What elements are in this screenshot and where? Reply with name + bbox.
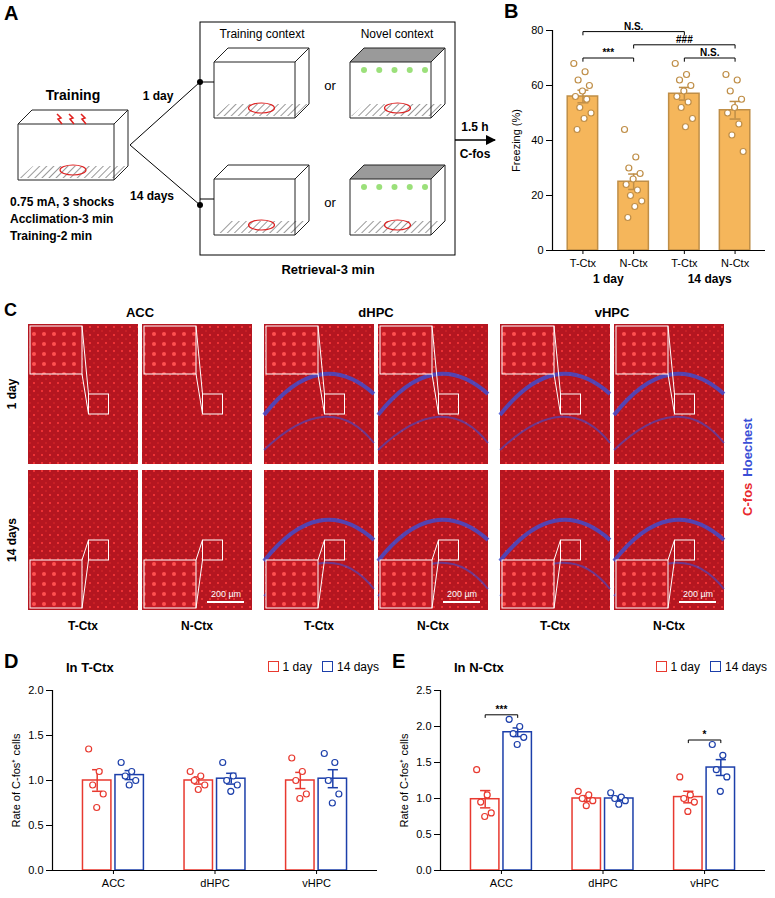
svg-text:T-Ctx: T-Ctx xyxy=(540,619,570,633)
svg-text:N.S.: N.S. xyxy=(700,47,720,58)
svg-text:N.S.: N.S. xyxy=(624,21,644,32)
svg-text:***: *** xyxy=(602,47,614,58)
svg-text:T-Ctx: T-Ctx xyxy=(570,257,597,269)
svg-text:60: 60 xyxy=(531,79,543,91)
svg-text:N-Ctx: N-Ctx xyxy=(620,257,649,269)
svg-text:dHPC: dHPC xyxy=(358,305,394,320)
svg-text:or: or xyxy=(324,78,336,93)
svg-text:2.0: 2.0 xyxy=(28,684,43,696)
svg-text:1 day: 1 day xyxy=(143,89,174,103)
svg-text:A: A xyxy=(4,2,18,24)
svg-text:14 days: 14 days xyxy=(130,189,174,203)
svg-text:1.5: 1.5 xyxy=(28,729,43,741)
svg-text:1 day: 1 day xyxy=(5,378,19,409)
svg-text:40: 40 xyxy=(531,134,543,146)
html-text:In T-Ctx: In T-Ctx xyxy=(66,660,114,675)
svg-text:C-fos: C-fos xyxy=(460,147,491,161)
svg-text:1.5: 1.5 xyxy=(416,756,431,768)
svg-text:2.5: 2.5 xyxy=(416,684,431,696)
svg-text:vHPC: vHPC xyxy=(302,877,331,889)
svg-text:Training: Training xyxy=(46,87,100,103)
svg-text:T-Ctx: T-Ctx xyxy=(68,619,98,633)
svg-text:1.0: 1.0 xyxy=(416,792,431,804)
svg-text:Rate of C-fos⁺ cells: Rate of C-fos⁺ cells xyxy=(10,733,22,827)
svg-text:N-Ctx: N-Ctx xyxy=(181,619,213,633)
svg-text:dHPC: dHPC xyxy=(588,877,617,889)
svg-text:T-Ctx: T-Ctx xyxy=(304,619,334,633)
svg-text:0: 0 xyxy=(537,244,543,256)
svg-text:vHPC: vHPC xyxy=(690,877,719,889)
html-text:B: B xyxy=(504,0,519,22)
html-text:In N-Ctx: In N-Ctx xyxy=(454,660,504,675)
svg-text:20: 20 xyxy=(531,189,543,201)
html-text:14 days: 14 days xyxy=(337,660,379,674)
svg-text:0.5: 0.5 xyxy=(416,828,431,840)
svg-text:ACC: ACC xyxy=(102,877,125,889)
svg-text:Rate of C-fos⁺ cells: Rate of C-fos⁺ cells xyxy=(398,733,410,827)
svg-text:Freezing (%): Freezing (%) xyxy=(510,109,522,172)
svg-text:1.0: 1.0 xyxy=(28,774,43,786)
svg-text:0.5: 0.5 xyxy=(28,819,43,831)
html-text:14 days: 14 days xyxy=(725,660,767,674)
svg-text:14 days: 14 days xyxy=(688,272,732,286)
html-text:1 day: 1 day xyxy=(282,660,312,674)
svg-text:vHPC: vHPC xyxy=(595,305,630,320)
svg-text:C: C xyxy=(4,300,17,320)
svg-text:N-Ctx: N-Ctx xyxy=(653,619,685,633)
svg-text:ACC: ACC xyxy=(490,877,513,889)
svg-text:T-Ctx: T-Ctx xyxy=(671,257,698,269)
svg-text:1 day: 1 day xyxy=(593,272,624,286)
svg-text:ACC: ACC xyxy=(126,305,155,320)
svg-text:###: ### xyxy=(676,34,693,45)
svg-text:Retrieval-3 min: Retrieval-3 min xyxy=(281,262,374,277)
svg-text:N-Ctx: N-Ctx xyxy=(721,257,750,269)
svg-text:dHPC: dHPC xyxy=(200,877,229,889)
svg-text:***: *** xyxy=(496,704,508,715)
svg-text:200 µm: 200 µm xyxy=(683,589,713,599)
svg-text:2.0: 2.0 xyxy=(416,720,431,732)
svg-text:0.0: 0.0 xyxy=(416,864,431,876)
svg-text:0.0: 0.0 xyxy=(28,864,43,876)
svg-text:*: * xyxy=(703,729,707,740)
svg-text:Training context: Training context xyxy=(220,27,306,41)
svg-text:Novel context: Novel context xyxy=(361,27,434,41)
svg-text:200 µm: 200 µm xyxy=(211,589,241,599)
html-text:1 day: 1 day xyxy=(670,660,700,674)
svg-text:C-fosHoechest: C-fosHoechest xyxy=(740,417,755,515)
svg-text:Training-2 min: Training-2 min xyxy=(10,229,92,243)
svg-text:0.75 mA, 3 shocks: 0.75 mA, 3 shocks xyxy=(10,195,114,209)
svg-text:200 µm: 200 µm xyxy=(447,589,477,599)
svg-text:80: 80 xyxy=(531,24,543,36)
svg-text:or: or xyxy=(324,195,336,210)
svg-text:N-Ctx: N-Ctx xyxy=(417,619,449,633)
svg-text:14 days: 14 days xyxy=(5,518,19,562)
svg-text:Acclimation-3 min: Acclimation-3 min xyxy=(10,212,113,226)
svg-text:1.5 h: 1.5 h xyxy=(461,120,488,134)
html-text:D: D xyxy=(4,650,19,672)
html-text:E: E xyxy=(392,650,406,672)
